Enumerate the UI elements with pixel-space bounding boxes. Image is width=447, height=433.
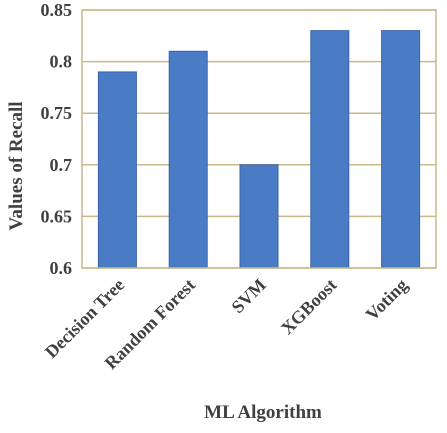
x-tick-label: SVM — [227, 275, 269, 317]
y-tick-label: 0.85 — [41, 0, 73, 20]
bar-decision-tree — [97, 71, 137, 269]
y-tick-label: 0.75 — [41, 103, 73, 123]
y-tick-label: 0.6 — [50, 258, 73, 278]
y-tick-label: 0.8 — [50, 52, 73, 72]
bar-svm — [239, 164, 279, 269]
bar-voting — [381, 30, 421, 269]
y-axis-title: Values of Recall — [6, 101, 27, 230]
y-tick-label: 0.7 — [50, 155, 73, 175]
bar-xgboost — [310, 30, 350, 269]
bars — [97, 30, 421, 269]
x-tick-label: Voting — [362, 275, 412, 325]
plot-frame — [81, 9, 437, 269]
x-axis-title: ML Algorithm — [204, 402, 322, 423]
y-tick-label: 0.65 — [41, 206, 73, 226]
x-tick-label: XGBoost — [277, 275, 341, 339]
bar-random-forest — [168, 50, 208, 269]
y-tick-labels: 0.6 0.65 0.7 0.75 0.8 0.85 — [41, 0, 73, 278]
